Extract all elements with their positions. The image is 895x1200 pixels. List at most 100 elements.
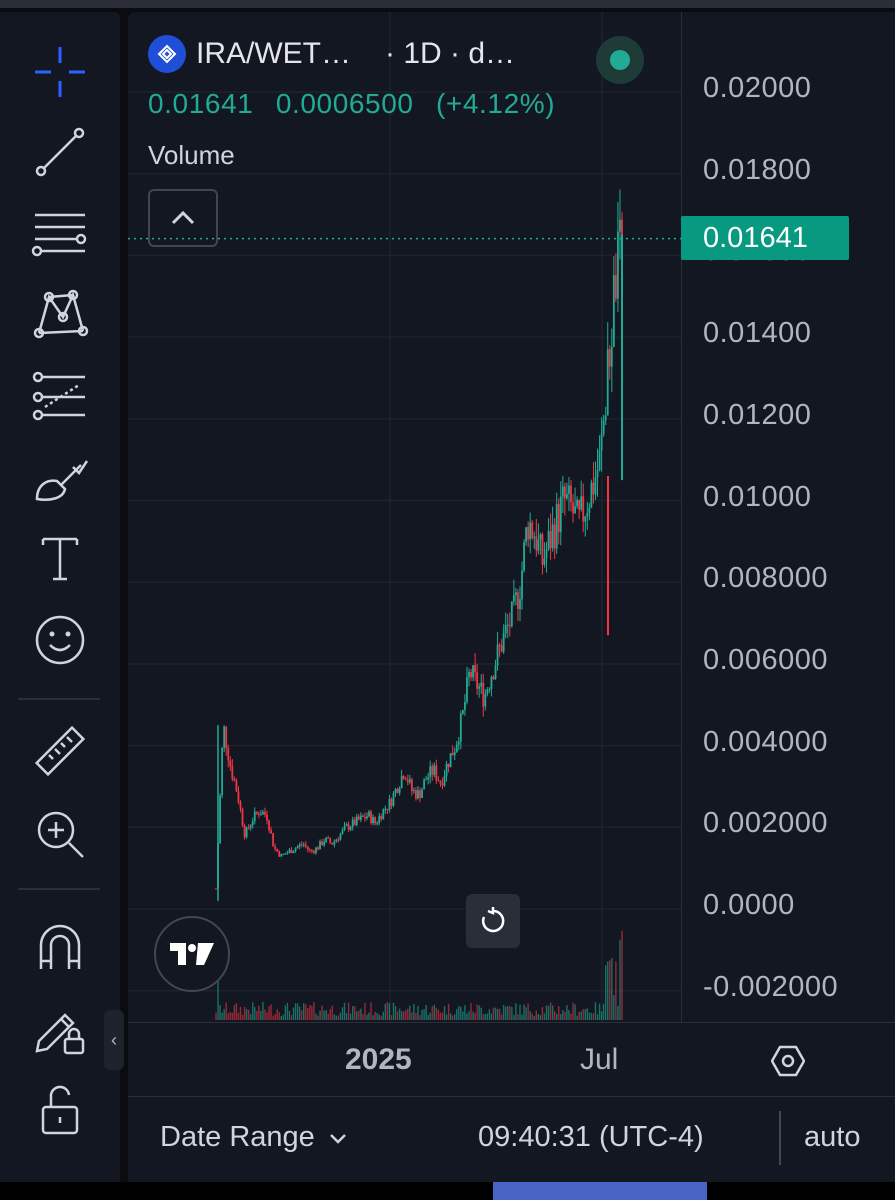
candle-body — [368, 811, 370, 817]
candle-body — [555, 504, 558, 549]
candle-body — [612, 275, 615, 347]
reset-chart-button[interactable] — [466, 894, 520, 948]
prediction-tool[interactable] — [25, 366, 95, 426]
candle-body — [576, 499, 579, 507]
candle-body — [249, 825, 252, 828]
candle-body — [523, 542, 525, 571]
volume-bar — [262, 1002, 264, 1020]
measure-tool[interactable] — [25, 722, 95, 782]
candle-body — [508, 624, 511, 627]
candle-body — [459, 713, 462, 742]
candle-body — [270, 830, 272, 834]
emoji-tool[interactable] — [25, 610, 95, 670]
candle-body — [219, 795, 221, 844]
volume-bar — [439, 1012, 442, 1020]
text-tool[interactable] — [25, 528, 95, 588]
volume-bar — [335, 1015, 338, 1020]
volume-bar — [507, 1005, 509, 1020]
volume-bar — [423, 1009, 425, 1020]
candle-body — [310, 850, 313, 852]
candle-body — [366, 816, 368, 819]
candle-body — [298, 844, 301, 847]
volume-bar — [402, 1011, 405, 1020]
y-tick-label: 0.02000 — [703, 72, 812, 104]
token-logo-icon — [157, 44, 177, 64]
candle-body — [364, 816, 366, 819]
fib-tool[interactable] — [25, 204, 95, 264]
date-range-button[interactable]: Date Range — [160, 1121, 349, 1154]
volume-bar — [474, 1013, 476, 1020]
pattern-tool[interactable] — [25, 284, 95, 344]
symbol-name[interactable]: IRA/WET… — [196, 37, 351, 70]
crosshair-tool[interactable] — [25, 42, 95, 102]
candle-body — [600, 434, 603, 451]
volume-bar — [245, 1009, 248, 1020]
candle-body — [610, 346, 613, 367]
candle-body — [415, 790, 417, 799]
candle-body — [359, 815, 362, 820]
market-status[interactable] — [596, 36, 644, 84]
candle-body — [347, 824, 350, 830]
candle-body — [578, 499, 581, 510]
timezone-clock[interactable]: 09:40:31 (UTC-4) — [478, 1121, 704, 1153]
candle-body — [331, 842, 334, 845]
candle-body — [602, 420, 605, 435]
chart-settings-button[interactable] — [768, 1041, 808, 1081]
candle-body — [588, 507, 591, 513]
volume-bar — [286, 1002, 289, 1020]
volume-bar — [531, 1013, 533, 1020]
volume-bar — [215, 1012, 217, 1020]
close-value: 0.01641 — [148, 88, 254, 119]
system-bar — [0, 1182, 895, 1200]
volume-bar — [421, 1009, 423, 1020]
volume-bar — [254, 1007, 256, 1020]
reset-icon — [481, 907, 505, 933]
volume-bar — [223, 1009, 225, 1020]
y-tick-label: 0.01800 — [703, 153, 812, 186]
candle-body — [231, 766, 234, 779]
candle-body — [464, 701, 466, 710]
volume-bar — [264, 1009, 266, 1020]
candle-body — [357, 816, 360, 820]
collapse-legend-button[interactable] — [148, 189, 218, 247]
lock-drawings-tool[interactable] — [25, 998, 95, 1058]
volume-bar — [235, 1003, 238, 1020]
volume-bar — [535, 1010, 538, 1020]
volume-indicator-label[interactable]: Volume — [148, 140, 235, 170]
magnet-tool[interactable] — [25, 916, 95, 976]
volume-bar — [296, 1003, 299, 1020]
volume-bar — [382, 1011, 384, 1020]
candle-body — [598, 450, 601, 471]
unlock-tool[interactable] — [25, 1080, 95, 1140]
toolbar-collapse-toggle[interactable]: ‹ — [104, 1010, 124, 1070]
auto-scale-button[interactable]: auto — [804, 1121, 861, 1153]
price-chart[interactable] — [128, 12, 895, 1022]
candle-body — [451, 753, 454, 756]
trendline-tool[interactable] — [25, 122, 95, 182]
candle-body — [543, 558, 546, 565]
candle-body — [290, 849, 293, 854]
top-bar — [0, 0, 895, 8]
tradingview-logo[interactable] — [154, 916, 230, 992]
brush-tool[interactable] — [25, 448, 95, 508]
volume-bar — [274, 1013, 276, 1020]
candle-body — [284, 853, 287, 855]
time-axis[interactable]: 2025 Jul — [128, 1022, 895, 1097]
candle-body — [500, 645, 503, 652]
x-tick-label: Jul — [580, 1043, 619, 1076]
candle-body — [437, 780, 440, 782]
candle-body — [355, 816, 358, 825]
candle-body — [253, 811, 256, 822]
volume-bar — [431, 1006, 433, 1020]
volume-bar — [372, 1015, 374, 1020]
timeframe-label[interactable]: · 1D · d… — [385, 37, 516, 70]
symbol-header[interactable]: IRA/WET… · 1D · d… — [148, 34, 515, 74]
candle-body — [492, 676, 495, 680]
volume-bar — [462, 1011, 464, 1020]
chart-panel[interactable]: 0.020000.018000.016000.014000.012000.010… — [128, 12, 895, 1182]
candle-body — [323, 841, 326, 846]
candle-body — [337, 839, 340, 841]
zoom-in-tool[interactable] — [25, 804, 95, 864]
candle-body — [327, 837, 330, 839]
candle-body — [488, 688, 491, 690]
